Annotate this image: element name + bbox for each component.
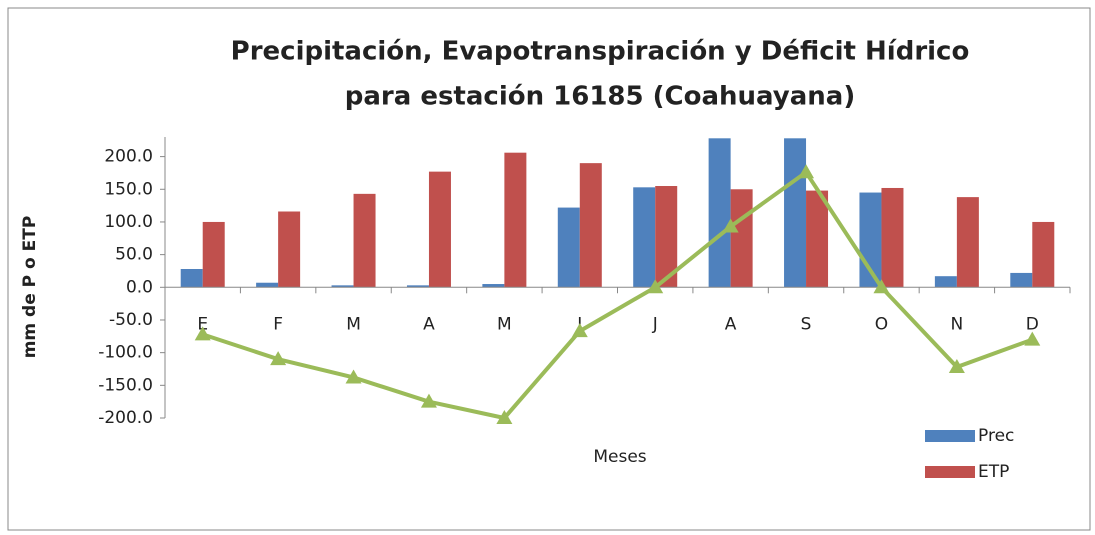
bar [202, 221, 225, 288]
bar [180, 269, 203, 288]
legend-swatch [925, 430, 975, 442]
bar [504, 152, 527, 288]
bar [482, 284, 505, 288]
bar [579, 163, 602, 288]
bar [633, 187, 656, 288]
y-tick-label: -50.0 [109, 310, 153, 330]
chart-title: Precipitación, Evapotranspiración y Défi… [231, 37, 970, 67]
marker [798, 164, 815, 179]
marker [571, 323, 588, 338]
y-tick-label: -150.0 [98, 375, 153, 395]
x-tick-label: N [951, 314, 964, 334]
x-tick-label: O [875, 314, 888, 334]
bar [1032, 221, 1055, 288]
bar [256, 282, 279, 288]
x-axis-label: Meses [593, 447, 646, 467]
marker [722, 218, 739, 233]
marker [873, 279, 890, 294]
marker [1024, 331, 1041, 346]
y-tick-label: 0.0 [126, 277, 153, 297]
line [202, 169, 1033, 421]
bar [655, 186, 678, 288]
marker [647, 279, 664, 294]
bar [428, 171, 451, 288]
y-tick-label: 150.0 [104, 179, 153, 199]
y-tick-label: 200.0 [104, 147, 153, 167]
bar [934, 276, 957, 288]
marker [345, 369, 362, 384]
x-tick-label: S [801, 314, 812, 334]
bar [278, 211, 301, 288]
x-tick-label: A [725, 314, 737, 334]
x-tick-label: A [423, 314, 435, 334]
bar [956, 197, 979, 288]
bar [730, 189, 753, 288]
bar [406, 285, 429, 288]
bar [557, 207, 580, 288]
chart-title: para estación 16185 (Coahuayana) [345, 82, 855, 112]
y-tick-label: -100.0 [98, 343, 153, 363]
x-tick-label: J [652, 314, 658, 334]
bar [881, 187, 904, 288]
bar [806, 190, 829, 288]
bar [353, 193, 376, 288]
marker [270, 351, 287, 366]
marker [948, 359, 965, 374]
y-axis-label: mm de P o ETP [20, 216, 40, 359]
bar [1010, 272, 1033, 288]
y-tick-label: 100.0 [104, 212, 153, 232]
legend-label: ETP [978, 462, 1009, 482]
bar [708, 138, 731, 288]
chart-border [7, 7, 1091, 531]
bar [784, 138, 807, 288]
legend-label: Prec [978, 426, 1014, 446]
x-tick-label: D [1026, 314, 1039, 334]
marker [420, 393, 437, 408]
x-tick-label: E [197, 314, 208, 334]
marker [496, 410, 513, 424]
x-tick-label: F [273, 314, 283, 334]
x-tick-label: M [497, 314, 512, 334]
x-tick-label: M [346, 314, 361, 334]
y-tick-label: -200.0 [98, 408, 153, 428]
marker [194, 326, 211, 341]
bar [331, 285, 354, 288]
legend-swatch [925, 466, 975, 478]
y-tick-label: 50.0 [115, 245, 153, 265]
